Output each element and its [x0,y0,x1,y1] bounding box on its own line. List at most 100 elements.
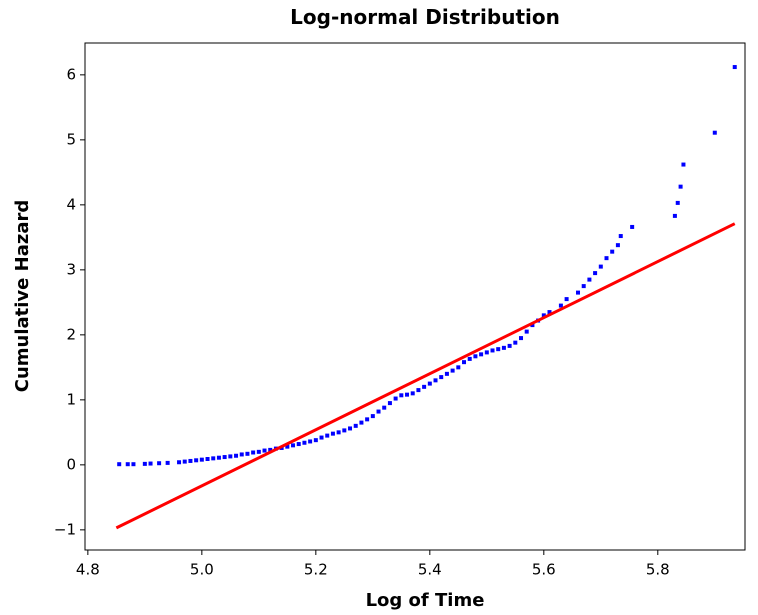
point [587,277,592,282]
point [285,444,290,449]
point [148,461,153,466]
chart-title: Log-normal Distribution [290,5,560,29]
x-tick-label: 5.4 [418,561,442,579]
x-axis-label: Log of Time [366,590,485,611]
point [399,393,404,398]
point [473,354,478,359]
y-axis-label: Cumulative Hazard [12,200,33,393]
x-tick-label: 5.8 [646,561,670,579]
point [541,313,546,318]
point [182,459,187,464]
point [490,348,495,353]
point [681,162,686,167]
point [382,405,387,410]
y-tick-label: 4 [66,195,76,213]
point [125,462,130,467]
point [245,451,250,456]
x-tick-label: 4.8 [76,561,100,579]
point [157,461,162,466]
point [117,462,122,467]
point [353,423,358,428]
point [291,443,296,448]
point [547,310,552,315]
point [618,234,623,239]
point [598,264,603,269]
point [439,375,444,380]
point [675,200,680,205]
point [615,243,620,248]
point [501,345,506,350]
y-tick-label: −1 [54,520,76,538]
point [296,442,301,447]
point [194,458,199,463]
point [370,414,375,419]
point [262,448,267,453]
point [484,350,489,355]
y-tick-label: 5 [66,130,76,148]
point [342,428,347,433]
x-tick-label: 5.2 [304,561,328,579]
point [513,340,518,345]
point [581,284,586,289]
point [456,365,461,370]
point [365,417,370,422]
point [416,388,421,393]
point [251,450,256,455]
point [479,352,484,357]
point [165,460,170,465]
point [188,458,193,463]
point [576,290,581,295]
point [467,356,472,361]
point [462,360,467,365]
point [256,449,261,454]
point [313,438,318,443]
point [405,392,410,397]
point [558,303,563,308]
point [177,460,182,465]
point [308,439,313,444]
point [302,440,307,445]
point [393,396,398,401]
point [732,65,737,70]
point [131,462,136,467]
plot-frame [84,42,746,551]
point [268,447,273,452]
point [216,455,221,460]
point [524,329,529,334]
point [330,431,335,436]
x-tick-label: 5.0 [190,561,214,579]
y-tick-label: 1 [66,390,76,408]
point [433,378,438,383]
point [444,371,449,376]
y-tick-label: 0 [66,455,76,473]
point [678,184,683,189]
point [410,391,415,396]
point [630,224,635,229]
point [325,433,330,438]
point [610,249,615,254]
point [564,297,569,302]
point [199,457,204,462]
y-tick-label: 3 [66,260,76,278]
point [519,336,524,341]
point [604,256,609,261]
y-tick-label: 2 [66,325,76,343]
point [507,343,512,348]
point [712,130,717,135]
x-tick-label: 5.6 [532,561,556,579]
point [319,435,324,440]
fit-line [115,222,736,530]
point [387,401,392,406]
point [348,426,353,431]
point [450,368,455,373]
point [205,457,210,461]
point [239,452,244,457]
point [336,430,341,435]
point [422,384,427,389]
point [672,213,677,218]
point [142,461,147,466]
point [211,456,216,461]
point [530,323,535,328]
